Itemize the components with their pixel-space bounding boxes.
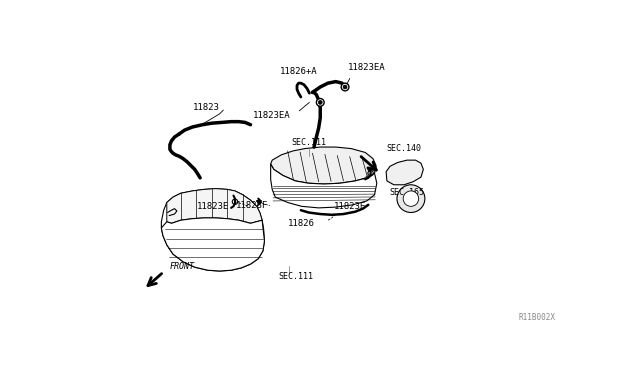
Circle shape: [318, 100, 322, 104]
Polygon shape: [167, 189, 262, 223]
Text: 11826: 11826: [287, 219, 314, 228]
Text: 11823E: 11823E: [333, 202, 366, 211]
Circle shape: [397, 185, 425, 212]
Polygon shape: [271, 147, 376, 184]
Text: FRONT: FRONT: [170, 263, 195, 272]
Circle shape: [403, 191, 419, 206]
Polygon shape: [161, 218, 264, 271]
Text: 11823EA: 11823EA: [253, 111, 290, 120]
Text: 11823E: 11823E: [196, 202, 229, 211]
Text: SEC.111: SEC.111: [278, 272, 313, 282]
Text: 11823EA: 11823EA: [348, 63, 385, 72]
Text: 11823: 11823: [193, 103, 220, 112]
Polygon shape: [271, 164, 377, 208]
Text: SEC.165: SEC.165: [390, 188, 424, 197]
Circle shape: [316, 99, 324, 106]
Circle shape: [343, 85, 347, 89]
Text: 11826+A: 11826+A: [280, 67, 317, 76]
Polygon shape: [161, 189, 264, 271]
Text: SEC.111: SEC.111: [291, 138, 326, 147]
Circle shape: [341, 83, 349, 91]
Text: SEC.140: SEC.140: [386, 144, 421, 153]
Text: R11B002X: R11B002X: [519, 313, 556, 322]
Text: 11828F: 11828F: [236, 201, 268, 210]
Polygon shape: [386, 160, 423, 185]
